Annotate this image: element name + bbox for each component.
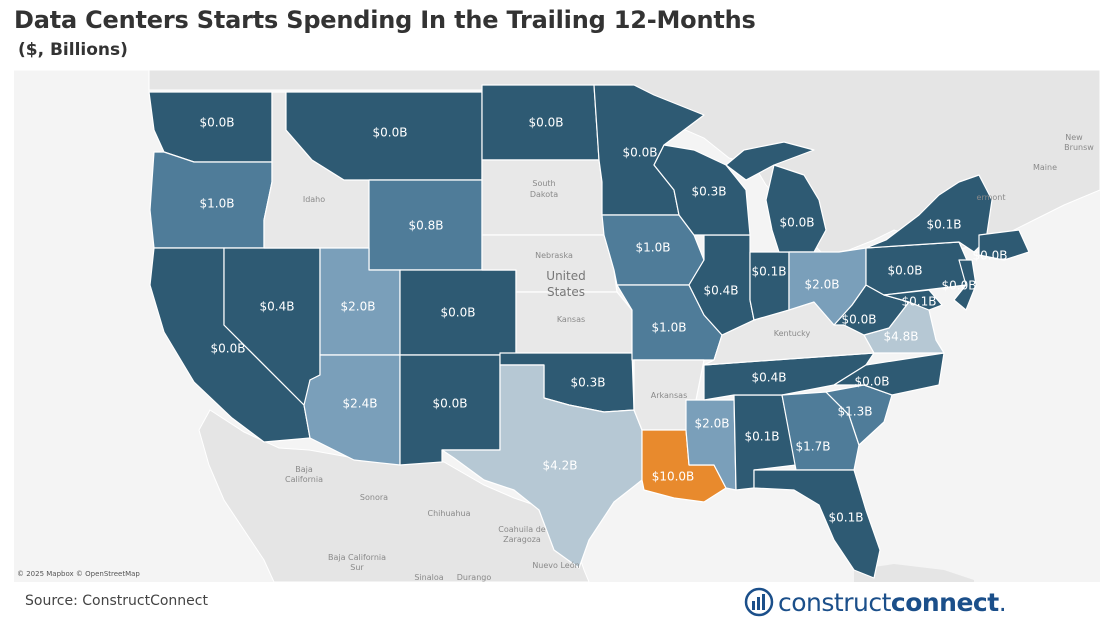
label-kentucky: Kentucky xyxy=(774,329,811,338)
state-new-jersey[interactable] xyxy=(953,259,977,311)
value-label-florida: $0.1B xyxy=(829,511,864,525)
brand-name: constructconnect. xyxy=(778,587,1007,617)
value-label-oklahoma: $0.3B xyxy=(571,376,606,390)
label-kansas: Kansas xyxy=(557,315,585,324)
state-wisconsin[interactable] xyxy=(653,144,751,236)
value-label-massachusetts: $0.0B xyxy=(973,249,1008,263)
state-maryland[interactable] xyxy=(883,289,943,311)
value-label-arizona: $2.4B xyxy=(343,397,378,411)
brand-name-regular: construct xyxy=(778,587,891,617)
label-maine: Maine xyxy=(1033,163,1057,172)
value-label-pennsylvania: $0.0B xyxy=(888,264,923,278)
country-label-line1: United xyxy=(546,269,585,283)
label-nebraska: Nebraska xyxy=(535,251,573,260)
page-subtitle: ($, Billions) xyxy=(18,40,128,60)
value-label-louisiana: $10.0B xyxy=(652,470,695,484)
value-label-new-jersey: $0.0B xyxy=(942,279,977,293)
value-label-alabama: $0.1B xyxy=(745,430,780,444)
label-sinaloa: Sinaloa xyxy=(414,573,443,582)
label-coahuila-line2: Zaragoza xyxy=(503,535,541,544)
label-idaho: Idaho xyxy=(303,195,325,204)
state-indiana[interactable] xyxy=(749,251,790,321)
choropleth-map[interactable]: South Dakota Nebraska Kansas Idaho Arkan… xyxy=(14,70,1100,582)
state-value-labels: $0.0B $1.0B $0.0B $0.4B $0.0B $0.8B $2.0… xyxy=(200,116,1008,525)
label-south-dakota-line1: South xyxy=(532,179,555,188)
value-label-missouri: $1.0B xyxy=(652,321,687,335)
value-label-michigan: $0.0B xyxy=(780,216,815,230)
state-florida[interactable] xyxy=(753,469,881,579)
value-label-wisconsin: $0.3B xyxy=(692,185,727,199)
value-label-maryland: $0.1B xyxy=(902,295,937,309)
label-durango: Durango xyxy=(457,573,492,582)
source-note: Source: ConstructConnect xyxy=(25,593,208,609)
label-south-dakota-line2: Dakota xyxy=(530,190,558,199)
value-label-georgia: $1.7B xyxy=(796,440,831,454)
value-label-texas: $4.2B xyxy=(543,459,578,473)
label-new-brunswick-line1: New xyxy=(1065,133,1083,142)
value-label-minnesota: $0.0B xyxy=(623,146,658,160)
map-attribution: © 2025 Mapbox © OpenStreetMap xyxy=(17,570,140,578)
value-label-south-carolina: $1.3B xyxy=(838,405,873,419)
label-baja-california-sur-line2: Sur xyxy=(350,563,364,572)
value-label-california: $0.0B xyxy=(211,342,246,356)
label-arkansas: Arkansas xyxy=(651,391,687,400)
brand-name-bold: connect xyxy=(890,587,999,617)
state-north-carolina[interactable] xyxy=(833,352,945,396)
value-label-mississippi: $2.0B xyxy=(695,417,730,431)
country-label-line2: States xyxy=(547,285,585,299)
building-logo-icon xyxy=(744,587,774,617)
label-nuevo-leon: Nuevo León xyxy=(532,560,579,570)
value-label-wyoming: $0.8B xyxy=(409,219,444,233)
value-label-colorado: $0.0B xyxy=(441,306,476,320)
value-label-new-york: $0.1B xyxy=(927,218,962,232)
label-baja-california-sur-line1: Baja California xyxy=(328,553,386,562)
state-tennessee[interactable] xyxy=(703,352,875,401)
state-new-york[interactable] xyxy=(865,174,993,253)
label-sonora: Sonora xyxy=(360,493,388,502)
value-label-west-virginia: $0.0B xyxy=(842,313,877,327)
value-label-nevada: $0.4B xyxy=(260,300,295,314)
label-baja-california-line1: Baja xyxy=(295,465,313,474)
state-ohio[interactable] xyxy=(788,247,867,326)
value-label-iowa: $1.0B xyxy=(636,241,671,255)
value-label-illinois: $0.4B xyxy=(704,284,739,298)
value-label-new-mexico: $0.0B xyxy=(433,397,468,411)
value-label-ohio: $2.0B xyxy=(805,278,840,292)
label-new-brunswick-line2: Brunsw xyxy=(1064,143,1094,152)
label-chihuahua: Chihuahua xyxy=(428,509,471,518)
value-label-utah: $2.0B xyxy=(341,300,376,314)
label-vermont: ermont xyxy=(977,193,1006,202)
map-canvas[interactable]: South Dakota Nebraska Kansas Idaho Arkan… xyxy=(14,70,1100,582)
brand-name-suffix: . xyxy=(998,587,1007,617)
constructconnect-logo: constructconnect. xyxy=(744,586,1007,618)
value-label-virginia: $4.8B xyxy=(884,330,919,344)
value-label-tennessee: $0.4B xyxy=(752,371,787,385)
state-massachusetts[interactable] xyxy=(978,229,1030,261)
page-title: Data Centers Starts Spending In the Trai… xyxy=(14,6,756,34)
value-label-washington: $0.0B xyxy=(200,116,235,130)
label-coahuila-line1: Coahuila de xyxy=(498,525,545,534)
value-label-oregon: $1.0B xyxy=(200,197,235,211)
cuba-bahamas-landmass xyxy=(854,564,974,582)
value-label-north-carolina: $0.0B xyxy=(855,375,890,389)
value-label-indiana: $0.1B xyxy=(752,265,787,279)
state-texas[interactable] xyxy=(441,364,643,569)
label-baja-california-line2: California xyxy=(285,475,323,484)
basemap-labels: South Dakota Nebraska Kansas Idaho Arkan… xyxy=(17,133,1094,582)
value-label-montana: $0.0B xyxy=(373,126,408,140)
value-label-north-dakota: $0.0B xyxy=(529,116,564,130)
